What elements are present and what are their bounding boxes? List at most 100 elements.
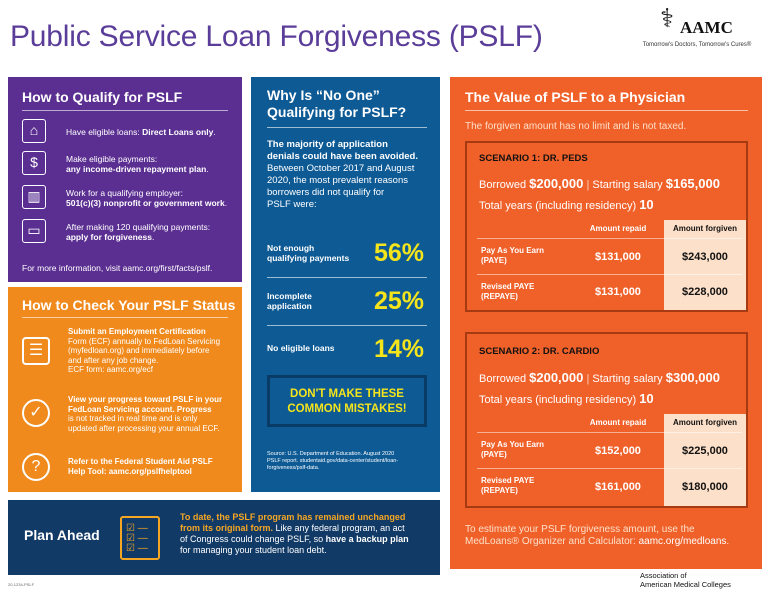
footer-org: Association of American Medical Colleges [640, 571, 731, 589]
scenario-title: SCENARIO 1: DR. PEDS [479, 153, 588, 164]
value-panel: The Value of PSLF to a Physician The for… [450, 77, 762, 569]
check-link[interactable]: Help Tool: aamc.org/pslfhelptool [68, 466, 192, 476]
repaid-value: $131,000 [595, 286, 641, 298]
plan-bold: have a backup plan [325, 534, 409, 544]
plan-bold: from its original form. [180, 523, 274, 533]
scenario-borrowed: Borrowed $200,000 | Starting salary $300… [479, 370, 720, 385]
estimate-end: . [726, 536, 730, 547]
stat-value: 56% [373, 239, 424, 267]
check-line: (myfedloan.org) and immediately before [68, 346, 210, 355]
forgiven-value: $243,000 [682, 251, 728, 263]
forgiven-value: $180,000 [682, 481, 728, 493]
why-intro-line: PSLF were: [267, 199, 317, 210]
office-building-icon: ▥ [22, 185, 46, 209]
repaid-value: $152,000 [595, 445, 641, 457]
why-source: Source: U.S. Department of Education. Au… [267, 451, 432, 472]
estimate-text: To estimate your PSLF forgiveness amount… [465, 524, 757, 548]
qualify-bold: Direct Loans only [142, 127, 214, 137]
value-subtitle: The forgiven amount has no limit and is … [465, 121, 687, 132]
stat-label-line: No eligible loans [267, 343, 335, 353]
forgiven-value: $225,000 [682, 445, 728, 457]
why-intro-line: 2020, the most prevalent reasons [267, 175, 409, 186]
stat-label-line: application [267, 301, 312, 311]
help-question-icon: ? [22, 453, 50, 481]
payment-invoice-icon: $ [22, 151, 46, 175]
more-info-link[interactable]: aamc.org/first/facts/pslf [122, 263, 211, 273]
salary-value: $300,000 [665, 370, 720, 385]
col-forgiven: Amount forgiven [664, 220, 746, 238]
why-intro-line: denials could have been avoided. [267, 151, 418, 162]
years-value: 10 [639, 391, 654, 406]
qualify-panel: How to Qualify for PSLF ⌂ Have eligible … [8, 77, 242, 282]
qualify-end: . [206, 164, 209, 174]
aamc-logo: ⚕ AAMC Tomorrow's Doctors, Tomorrow's Cu… [640, 4, 760, 54]
clipboard-icon: ☰ [22, 337, 50, 365]
plan-line: of Congress could change PSLF, so [180, 534, 326, 544]
plan-line: (REPAYE) [481, 486, 518, 495]
plan-line: (PAYE) [481, 256, 507, 265]
plan-line: Revised PAYE [481, 476, 535, 485]
estimate-line: To estimate your PSLF forgiveness amount… [465, 524, 695, 535]
plan-line: Pay As You Earn [481, 246, 544, 255]
more-info-end: . [210, 263, 213, 273]
qualify-end: . [151, 232, 155, 242]
check-line: updated after processing your annual ECF… [68, 423, 220, 433]
medloans-link[interactable]: aamc.org/medloans [638, 536, 727, 547]
scenario-title: SCENARIO 2: DR. CARDIO [479, 346, 600, 357]
stat-label-line: Not enough [267, 243, 315, 253]
source-line: Source: U.S. Department of Education. Au… [267, 451, 395, 457]
plan-line: Pay As You Earn [481, 440, 544, 449]
check-link[interactable]: ECF form: aamc.org/ecf [68, 365, 153, 374]
caduceus-icon: ⚕ [660, 4, 675, 34]
plan-panel: Plan Ahead ☑ — ☑ — ☑ — To date, the PSLF p… [8, 500, 440, 575]
check-line: View your progress toward PSLF in your [68, 395, 223, 404]
org-line: Association of [640, 571, 687, 580]
qualify-text: Make eligible payments: [66, 154, 158, 164]
source-line: PSLF report. studentaid.gov/data-center/… [267, 458, 399, 464]
checklist-icon: ☑ — ☑ — ☑ — [120, 516, 160, 560]
check-line: Form (ECF) annually to FedLoan Servicing [68, 336, 221, 346]
why-panel: Why Is “No One” Qualifying for PSLF? The… [251, 77, 440, 492]
col-repaid: Amount repaid [589, 224, 647, 233]
why-intro-line: The majority of application [267, 139, 388, 150]
logo-name: AAMC [680, 18, 733, 37]
stat-value: 14% [373, 335, 424, 363]
scenario-years: Total years (including residency) 10 [479, 391, 654, 406]
check-heading: How to Check Your PSLF Status [22, 297, 236, 313]
plan-label: Revised PAYE (REPAYE) [481, 282, 534, 302]
qualify-bold: 501(c)(3) nonprofit or government work [66, 198, 225, 208]
plan-label: Pay As You Earn (PAYE) [481, 246, 544, 266]
plan-line: Like any federal program, an act [273, 523, 405, 533]
repaid-value: $161,000 [595, 481, 641, 493]
why-heading: Qualifying for PSLF? [267, 104, 407, 120]
plan-label: Revised PAYE (REPAYE) [481, 476, 534, 496]
check-line: and after any job change. [68, 355, 159, 365]
callout-line: DON'T MAKE THESE [290, 388, 404, 400]
scenario-card: SCENARIO 2: DR. CARDIO Borrowed $200,000… [465, 332, 748, 508]
qualify-end: . [224, 198, 228, 208]
plan-line: (PAYE) [481, 450, 507, 459]
stat-label: No eligible loans [267, 343, 335, 353]
borrowed-value: $200,000 [529, 176, 584, 191]
col-forgiven: Amount forgiven [664, 414, 746, 432]
stat-value: 25% [373, 287, 424, 315]
qualify-end: . [213, 127, 216, 137]
page-title: Public Service Loan Forgiveness (PSLF) [10, 20, 543, 53]
stat-label-line: Incomplete [267, 291, 312, 301]
stat-label: Not enough qualifying payments [267, 243, 349, 263]
stat-label-line: qualifying payments [267, 253, 350, 263]
borrowed-value: $200,000 [529, 370, 584, 385]
progress-check-icon: ✓ [22, 399, 50, 427]
col-repaid: Amount repaid [589, 418, 647, 427]
borrowed-label: Borrowed [479, 373, 527, 385]
value-heading: The Value of PSLF to a Physician [465, 89, 686, 105]
why-intro-line: borrowers did not qualify for [267, 187, 385, 198]
salary-label: Starting salary [592, 179, 663, 191]
plan-line: (REPAYE) [481, 292, 518, 301]
check-line: FedLoan Servicing account. Progress [68, 404, 212, 414]
plan-line: To date, the PSLF program has remained u… [180, 512, 406, 522]
qualify-bold: any income-driven repayment plan [66, 164, 207, 174]
check-line: Submit an Employment Certification [68, 327, 206, 336]
why-intro-line: Between October 2017 and August [267, 163, 415, 174]
plan-label: Pay As You Earn (PAYE) [481, 440, 544, 460]
